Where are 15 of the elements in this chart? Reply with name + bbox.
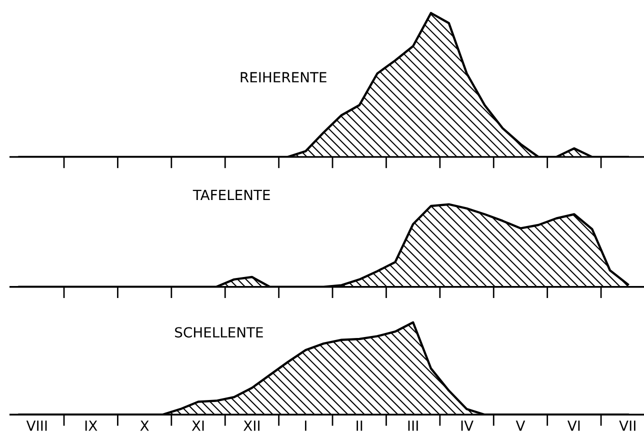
- text: REIHERENTE: [240, 72, 326, 82]
- x-tick-label: VI: [567, 420, 580, 431]
- x-tick-label: XI: [192, 420, 204, 431]
- x-tick-label: IX: [85, 420, 98, 431]
- x-tick-label: III: [408, 420, 418, 431]
- x-tick-label: V: [516, 420, 526, 431]
- x-tick-label: VIII: [26, 420, 47, 431]
- x-tick-label: I: [304, 420, 306, 431]
- x-tick-label: IV: [461, 420, 474, 431]
- chart-title: TAFELENTE: [192, 190, 270, 200]
- chart-title: SCHELLENTE: [175, 327, 263, 338]
- x-tick-label: II: [356, 420, 362, 431]
- x-tick-label: X: [140, 420, 149, 431]
- x-tick-label: XII: [244, 420, 260, 431]
- x-tick-label: VII: [619, 420, 636, 431]
